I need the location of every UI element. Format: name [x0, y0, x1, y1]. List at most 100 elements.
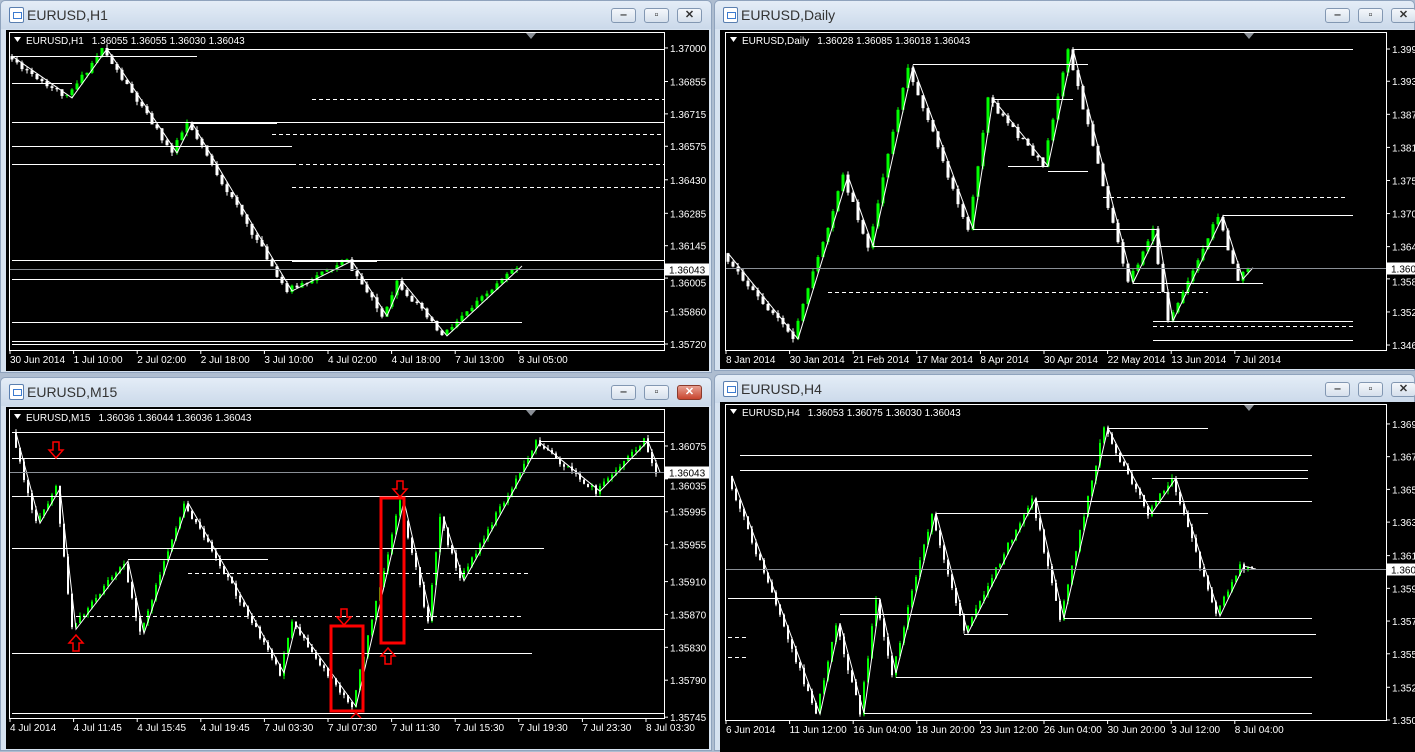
candle-body — [655, 463, 657, 474]
annotation-box — [379, 496, 406, 645]
chart-header-ohlc: 1.36055 1.36055 1.36030 1.36043 — [92, 36, 245, 47]
plot-frame — [725, 32, 1387, 351]
candle-body — [963, 615, 965, 631]
candle-body — [63, 523, 65, 557]
chart-window-icon — [723, 381, 738, 397]
candle-body — [1103, 427, 1105, 443]
chart-header-symbol: EURUSD,M15 — [26, 413, 91, 424]
restore-button[interactable]: ▫ — [1358, 382, 1383, 397]
candle-body — [510, 269, 514, 274]
close-button[interactable]: ✕ — [1391, 382, 1415, 397]
candle-body — [440, 330, 444, 336]
candles — [726, 47, 1250, 343]
candle-body — [511, 488, 513, 496]
chart-window-daily[interactable]: EURUSD,Daily ‒ ▫ ✕ 1.39910 1.39340 1.38755… — [714, 0, 1415, 371]
candle-body — [819, 693, 821, 714]
candle-body — [879, 599, 881, 619]
candle-body — [986, 97, 990, 133]
price-chart-h4[interactable]: 1.36975 1.36765 1.36555 1.36345 1.36130 1.359… — [720, 402, 1415, 752]
price-tick-label: 1.36005 — [670, 279, 707, 290]
chart-window-h4[interactable]: EURUSD,H4 ‒ ▫ ✕ 1.369751.367651.365551.3… — [714, 374, 1415, 752]
price-tick-label: 1.35845 — [1392, 278, 1415, 289]
candle-body — [90, 62, 94, 73]
candle-body — [275, 658, 277, 664]
candle-body — [211, 541, 213, 552]
minimize-button[interactable]: ‒ — [611, 385, 636, 400]
candle-body — [205, 145, 209, 156]
candle-body — [1227, 591, 1229, 597]
candle-body — [1011, 123, 1015, 128]
candle-body — [119, 567, 121, 573]
candle-body — [967, 625, 969, 631]
candle-body — [515, 268, 519, 270]
minimize-button[interactable]: ‒ — [1325, 8, 1350, 23]
candle-body — [941, 147, 945, 162]
candle-body — [27, 479, 29, 494]
restore-button[interactable]: ▫ — [1358, 8, 1383, 23]
candle-body — [319, 658, 321, 666]
candle-body — [959, 603, 961, 616]
candle-body — [1181, 291, 1185, 304]
candle-body — [611, 474, 613, 479]
zigzag-line — [11, 48, 523, 337]
candle-body — [867, 658, 869, 683]
candle-body — [996, 103, 1000, 114]
price-chart-daily[interactable]: 1.39910 1.39340 1.38755 1.38170 1.37585 1.370… — [720, 30, 1415, 369]
time-axis-label: 4 Jul 2014 — [10, 723, 57, 734]
candle-body — [1207, 576, 1209, 590]
window-titlebar[interactable]: EURUSD,Daily ‒ ▫ ✕ — [715, 1, 1415, 29]
candle-body — [786, 324, 790, 332]
candle-body — [1001, 113, 1005, 116]
restore-button[interactable]: ▫ — [644, 8, 669, 23]
candle-body — [887, 636, 889, 656]
candle-body — [151, 600, 153, 611]
candle-body — [1195, 538, 1197, 552]
candle-body — [191, 510, 193, 519]
candle-body — [165, 140, 169, 146]
candle-body — [915, 576, 917, 591]
window-titlebar[interactable]: EURUSD,M15 ‒ ▫ ✕ — [1, 378, 711, 406]
candle-body — [1167, 485, 1169, 492]
chart-shift-marker-icon — [526, 33, 536, 39]
chart-window-m15[interactable]: EURUSD,M15 ‒ ▫ ✕ 1.36075 1.36035 1.35995 1.… — [0, 377, 712, 751]
chart-window-h1[interactable]: EURUSD,H1 ‒ ▫ ✕ 1.37000 1.36855 1.36715 1.3… — [0, 0, 712, 373]
candle-body — [1199, 551, 1201, 568]
price-chart-m15[interactable]: 1.36075 1.36035 1.35995 1.35955 1.35910 1.358… — [6, 407, 709, 749]
candle-body — [907, 607, 909, 628]
candle-body — [1059, 600, 1061, 620]
candle-body — [351, 702, 353, 708]
plot-frame — [725, 404, 1387, 721]
candle-body — [619, 466, 621, 470]
candle-body — [475, 553, 477, 558]
candle-body — [470, 307, 474, 312]
candle-body — [875, 599, 877, 627]
minimize-button[interactable]: ‒ — [1325, 382, 1350, 397]
price-tick-label: 1.35720 — [670, 340, 707, 351]
restore-icon: ▫ — [1368, 383, 1373, 395]
window-titlebar[interactable]: EURUSD,H4 ‒ ▫ ✕ — [715, 375, 1415, 403]
current-price-box — [1387, 563, 1415, 576]
candle-body — [1175, 478, 1177, 492]
minimize-button[interactable]: ‒ — [611, 8, 636, 23]
price-chart-h1[interactable]: 1.37000 1.36855 1.36715 1.36575 1.36430 1.362… — [6, 30, 709, 371]
candle-body — [866, 233, 870, 248]
restore-button[interactable]: ▫ — [644, 385, 669, 400]
candle-body — [25, 69, 29, 71]
candle-body — [463, 570, 465, 579]
time-axis-label: 7 Jul 11:30 — [392, 723, 441, 734]
close-button[interactable]: ✕ — [677, 8, 702, 23]
candle-body — [35, 73, 39, 80]
candle-body — [1211, 224, 1215, 239]
time-axis-label: 3 Jul 12:00 — [1171, 725, 1220, 736]
window-titlebar[interactable]: EURUSD,H1 ‒ ▫ ✕ — [1, 1, 711, 29]
candle-body — [339, 684, 341, 693]
candle-body — [1111, 433, 1113, 444]
candle-body — [387, 554, 389, 572]
close-button[interactable]: ✕ — [1391, 8, 1415, 23]
candle-body — [861, 220, 865, 234]
candle-body — [131, 582, 133, 598]
close-button[interactable]: ✕ — [677, 385, 702, 400]
candle-body — [270, 259, 274, 267]
candle-body — [435, 552, 437, 586]
candle-body — [911, 67, 915, 83]
